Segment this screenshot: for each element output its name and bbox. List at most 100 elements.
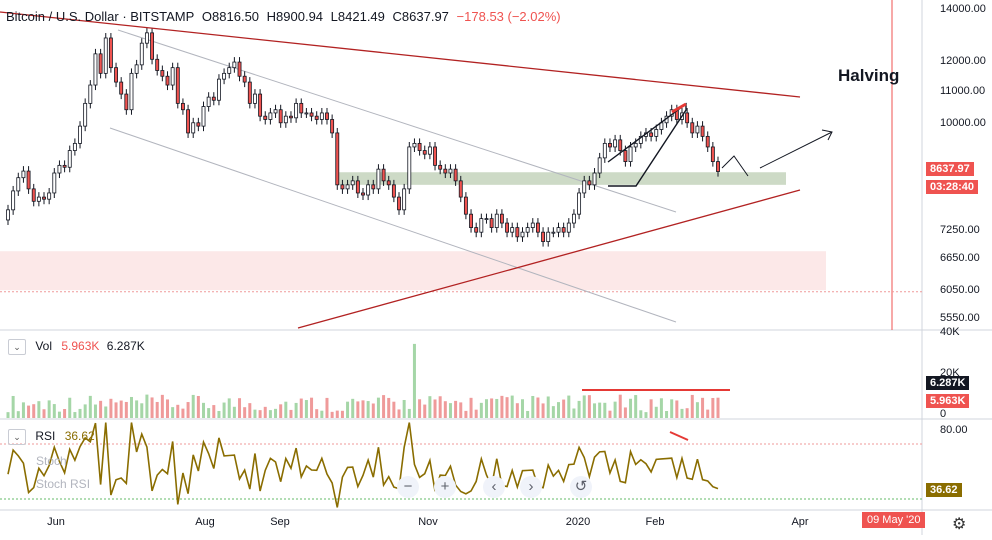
candle-body	[98, 53, 103, 74]
candle-body	[628, 146, 633, 162]
candle-body	[67, 150, 72, 168]
scroll-right-button[interactable]: ›	[520, 476, 542, 498]
candle-body	[289, 115, 293, 119]
countdown-badge: 03:28:40	[926, 180, 979, 194]
volume-bar	[114, 402, 118, 418]
volume-tick: 40K	[940, 326, 960, 338]
volume-bar	[32, 404, 36, 418]
volume-bar	[315, 409, 319, 418]
volume-bar	[659, 398, 663, 418]
volume-bar	[109, 398, 113, 418]
volume-bar	[68, 397, 72, 418]
volume-bar	[11, 395, 15, 418]
volume-bar	[47, 400, 51, 418]
volume-bar	[526, 410, 530, 418]
volume-bar	[618, 394, 622, 418]
x-axis-tick: 2020	[565, 516, 591, 528]
volume-bar	[340, 410, 344, 418]
candle-body	[479, 218, 484, 233]
volume-bar	[222, 402, 226, 418]
candle-body	[361, 192, 365, 196]
rsi-tick: 80.00	[940, 424, 968, 436]
volume-bar	[371, 403, 375, 418]
price-tick: 12000.00	[940, 55, 986, 67]
candle-body	[566, 222, 571, 233]
volume-bar	[57, 411, 61, 418]
volume-bar	[207, 408, 211, 418]
volume-bar	[443, 401, 447, 418]
resistance-trendline	[0, 11, 801, 98]
volume-bar	[253, 409, 257, 418]
volume-bar	[407, 408, 411, 418]
volume-bar	[160, 394, 164, 418]
volume-bar	[536, 397, 540, 418]
candle-body	[489, 218, 494, 228]
collapse-rsi-icon[interactable]: ⌄	[8, 429, 26, 445]
reset-chart-button[interactable]: ↺	[570, 476, 592, 498]
candle-body	[191, 122, 196, 134]
rsi-label: RSI	[35, 429, 56, 444]
candle-body	[268, 112, 273, 120]
volume-bar	[593, 403, 597, 418]
candle-body	[57, 164, 62, 174]
volume-bar	[78, 408, 82, 418]
volume-bar	[577, 400, 581, 418]
volume-bar	[93, 404, 97, 418]
volume-bar	[42, 409, 46, 418]
volume-bar	[135, 400, 139, 418]
candle-body	[16, 177, 21, 192]
candle-body	[124, 93, 129, 111]
candle-body	[525, 227, 530, 233]
volume-bar	[176, 404, 180, 418]
candle-body	[314, 115, 319, 120]
volume-bar	[510, 395, 514, 418]
ohlc-low: L8421.49	[330, 9, 385, 24]
candle-body	[705, 135, 710, 148]
rsi-line	[7, 422, 719, 508]
volume-bar	[433, 399, 437, 418]
zoom-in-button[interactable]: +	[434, 476, 456, 498]
candle-body	[150, 32, 154, 60]
collapse-volume-icon[interactable]: ⌄	[8, 339, 26, 355]
candle-body	[93, 53, 98, 86]
volume-bar	[695, 402, 699, 418]
price-tick: 7250.00	[940, 224, 980, 236]
symbol-title[interactable]: Bitcoin / U.S. Dollar · BITSTAMP	[6, 9, 195, 24]
volume-bar	[402, 399, 406, 418]
volume-bar	[289, 409, 293, 418]
candle-body	[144, 32, 149, 44]
ohlc-change: −178.53 (−2.02%)	[456, 9, 561, 24]
volume-bar	[232, 406, 236, 418]
candle-body	[165, 75, 170, 86]
candle-body	[211, 96, 216, 101]
candle-body	[88, 84, 93, 104]
projection-arrowhead	[821, 129, 833, 141]
volume-tick: 0	[940, 408, 947, 420]
volume-bar	[181, 408, 185, 418]
candle-body	[402, 188, 407, 211]
volume-bar	[263, 406, 267, 418]
candle-body	[21, 170, 26, 179]
scroll-left-button[interactable]: ‹	[483, 476, 505, 498]
volume-bar	[366, 401, 370, 418]
settings-gear-icon[interactable]: ⚙	[952, 516, 967, 533]
halving-annotation[interactable]: Halving	[838, 66, 900, 85]
candle-body	[217, 78, 221, 101]
volume-bar	[361, 400, 365, 418]
volume-label: Vol	[35, 339, 53, 354]
candle-body	[433, 146, 437, 166]
volume-bar	[464, 410, 468, 418]
candle-body	[520, 231, 525, 238]
volume-bar	[479, 402, 483, 418]
candle-body	[139, 42, 144, 66]
volume-bar	[202, 402, 206, 418]
volume-bar	[675, 400, 679, 418]
candle-body	[443, 168, 448, 174]
volume-last-badge: 5.963K	[926, 394, 970, 408]
zoom-out-button[interactable]: −	[397, 476, 419, 498]
candle-body	[36, 196, 41, 202]
candle-body	[11, 190, 16, 211]
volume-bar	[654, 406, 658, 418]
